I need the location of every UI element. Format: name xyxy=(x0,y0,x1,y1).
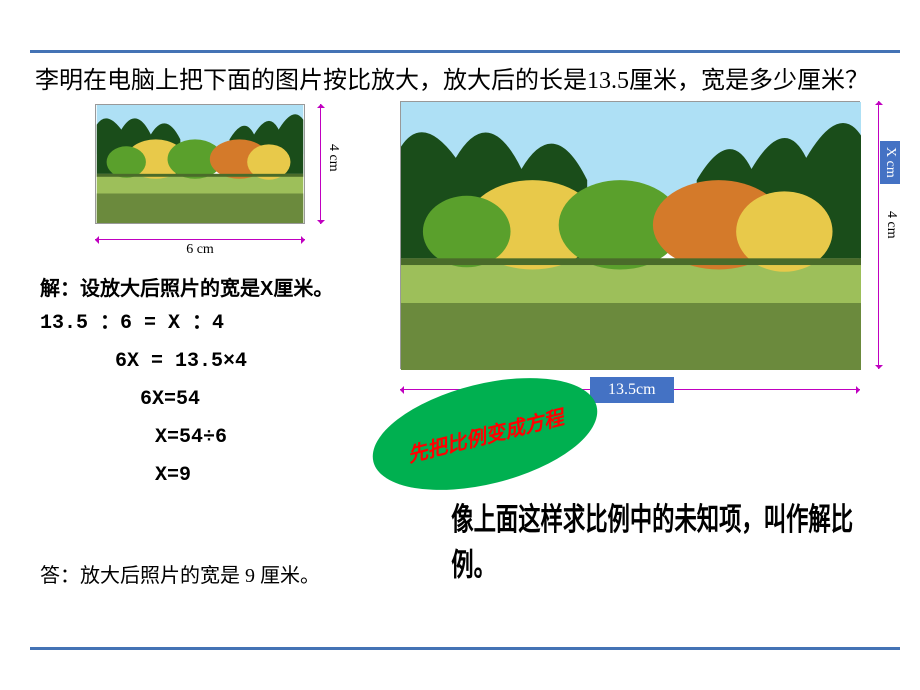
small-height-label: 4 cm xyxy=(325,144,341,172)
content-area: 6 cm 4 cm xyxy=(30,104,900,604)
tip-text: 先把比例变成方程 xyxy=(404,401,566,468)
small-width-label: 6 cm xyxy=(95,242,305,258)
solution-block: 解：设放大后照片的宽是X厘米。 13.5 ：6 = X ：4 6X = 13.5… xyxy=(40,272,333,495)
solution-setup: 解：设放大后照片的宽是X厘米。 xyxy=(40,272,333,301)
landscape-icon xyxy=(401,102,861,370)
conclusion-text: 像上面这样求比例中的未知项，叫作解比例。 xyxy=(451,494,883,585)
height-arrow xyxy=(878,101,879,369)
large-photo xyxy=(400,101,860,369)
large-height-x-label: X cm xyxy=(880,141,900,184)
equation-step-2: 6X = 13.5×4 xyxy=(115,343,333,381)
equation-step-5: X=9 xyxy=(155,457,333,495)
large-height-original-label: 4 cm xyxy=(883,211,899,239)
small-image-group: 6 cm 4 cm xyxy=(95,104,355,264)
equation-step-3: 6X=54 xyxy=(140,381,333,419)
large-width-label: 13.5cm xyxy=(590,377,674,403)
equation-step-1: 13.5 ：6 = X ：4 xyxy=(40,305,333,343)
slide-frame: 李明在电脑上把下面的图片按比放大，放大后的长是13.5厘米，宽是多少厘米？ xyxy=(30,50,900,650)
question-text: 李明在电脑上把下面的图片按比放大，放大后的长是13.5厘米，宽是多少厘米？ xyxy=(30,53,900,104)
equation-step-4: X=54÷6 xyxy=(155,419,333,457)
height-arrow xyxy=(320,104,321,224)
small-photo xyxy=(95,104,305,224)
equation-lines: 13.5 ：6 = X ：4 6X = 13.5×4 6X=54 X=54÷6 … xyxy=(40,305,333,495)
large-image-group: 13.5cm 4 cm X cm xyxy=(400,101,900,411)
width-arrow xyxy=(95,239,305,240)
answer-text: 答：放大后照片的宽是 9 厘米。 xyxy=(40,559,320,588)
landscape-icon xyxy=(96,105,304,223)
